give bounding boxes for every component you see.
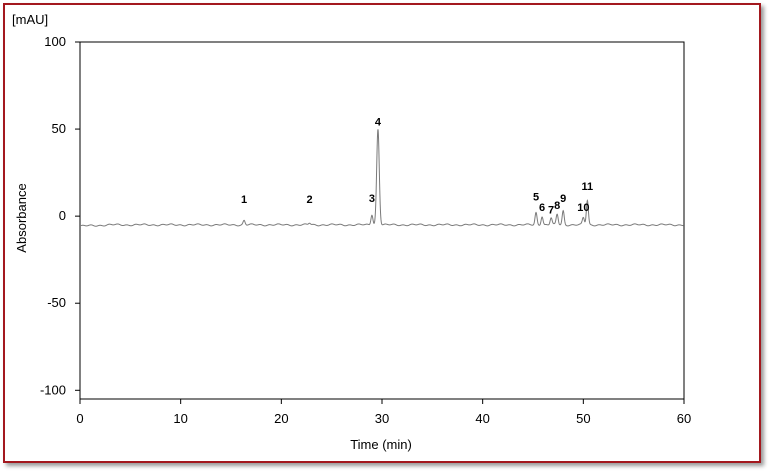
peak-label: 11 — [582, 181, 594, 193]
x-tick-label: 40 — [475, 411, 489, 426]
x-axis-label: Time (min) — [350, 437, 412, 452]
chart-frame — [3, 3, 761, 463]
y-tick-label: -100 — [40, 382, 66, 397]
x-tick-label: 20 — [274, 411, 288, 426]
x-tick-label: 10 — [173, 411, 187, 426]
x-tick-label: 60 — [677, 411, 691, 426]
x-tick-label: 0 — [76, 411, 83, 426]
peak-label: 2 — [306, 194, 312, 206]
x-tick-label: 50 — [576, 411, 590, 426]
peak-label: 10 — [577, 202, 589, 214]
peak-label: 7 — [548, 205, 554, 217]
y-unit-label: [mAU] — [12, 12, 48, 27]
peak-label: 4 — [375, 117, 382, 129]
peak-label: 6 — [539, 202, 545, 214]
chromatogram-trace — [80, 129, 684, 227]
plot-area — [79, 41, 685, 400]
peak-label: 9 — [560, 193, 566, 205]
peak-label: 3 — [369, 193, 375, 205]
peak-label: 8 — [554, 200, 560, 212]
y-axis-label: Absorbance — [14, 183, 29, 252]
x-tick-label: 30 — [375, 411, 389, 426]
peak-labels: 1 2 3 4 56 7 89 10 11 — [241, 117, 593, 217]
y-tick-label: 100 — [44, 34, 66, 49]
y-tick-label: 0 — [59, 208, 66, 223]
peak-label: 5 — [533, 191, 539, 203]
axis-ticks: 0 10 20 30 40 50 60 -100 -50 0 50 100 — [40, 34, 691, 426]
y-tick-label: -50 — [47, 295, 66, 310]
peak-label: 1 — [241, 194, 247, 206]
y-tick-label: 50 — [52, 121, 66, 136]
